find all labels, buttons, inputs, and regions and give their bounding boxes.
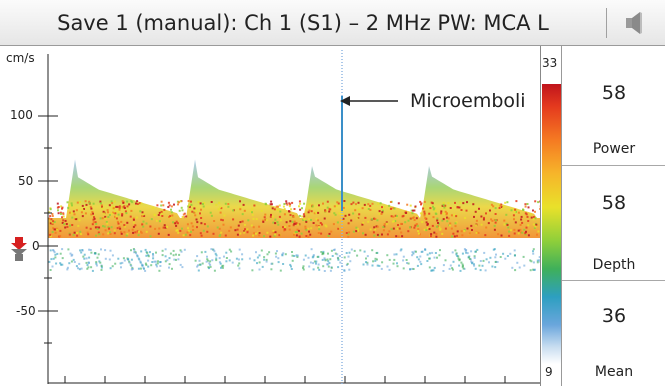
window-title: Save 1 (manual): Ch 1 (S1) – 2 MHz PW: M… bbox=[57, 11, 549, 35]
power-value[interactable]: 58 bbox=[601, 82, 627, 104]
y-tick-label: 0 bbox=[32, 239, 40, 253]
colorbar-min-label: 9 bbox=[545, 365, 553, 379]
mean-value[interactable]: 36 bbox=[601, 305, 627, 327]
y-tick-label: 50 bbox=[18, 174, 34, 188]
spectrum-plot bbox=[0, 50, 540, 384]
colorbar-max-label: 33 bbox=[542, 56, 558, 70]
title-bar: Save 1 (manual): Ch 1 (S1) – 2 MHz PW: M… bbox=[0, 0, 665, 46]
readout-divider bbox=[562, 280, 665, 281]
colorbar-gradient bbox=[542, 84, 561, 364]
doppler-spectrum: cm/s 100 50 0 -50 Microemboli bbox=[0, 46, 540, 386]
intensity-colorbar: 33 9 bbox=[540, 46, 561, 386]
microemboli-annotation: Microemboli bbox=[410, 90, 526, 112]
baseline-arrow-icon[interactable] bbox=[10, 236, 28, 262]
velocity-unit-label: cm/s bbox=[6, 51, 35, 65]
mean-label: Mean bbox=[594, 364, 634, 380]
readout-divider bbox=[562, 165, 665, 166]
power-label: Power bbox=[592, 141, 636, 157]
depth-label: Depth bbox=[592, 257, 636, 273]
y-tick-label: -50 bbox=[16, 304, 36, 318]
readout-panel: 58 Power 58 Depth 36 Mean bbox=[561, 46, 665, 386]
title-divider bbox=[606, 8, 607, 38]
y-tick-label: 100 bbox=[10, 108, 33, 122]
speaker-icon[interactable] bbox=[620, 10, 650, 36]
velocity-envelope bbox=[48, 159, 540, 238]
depth-value[interactable]: 58 bbox=[601, 192, 627, 214]
